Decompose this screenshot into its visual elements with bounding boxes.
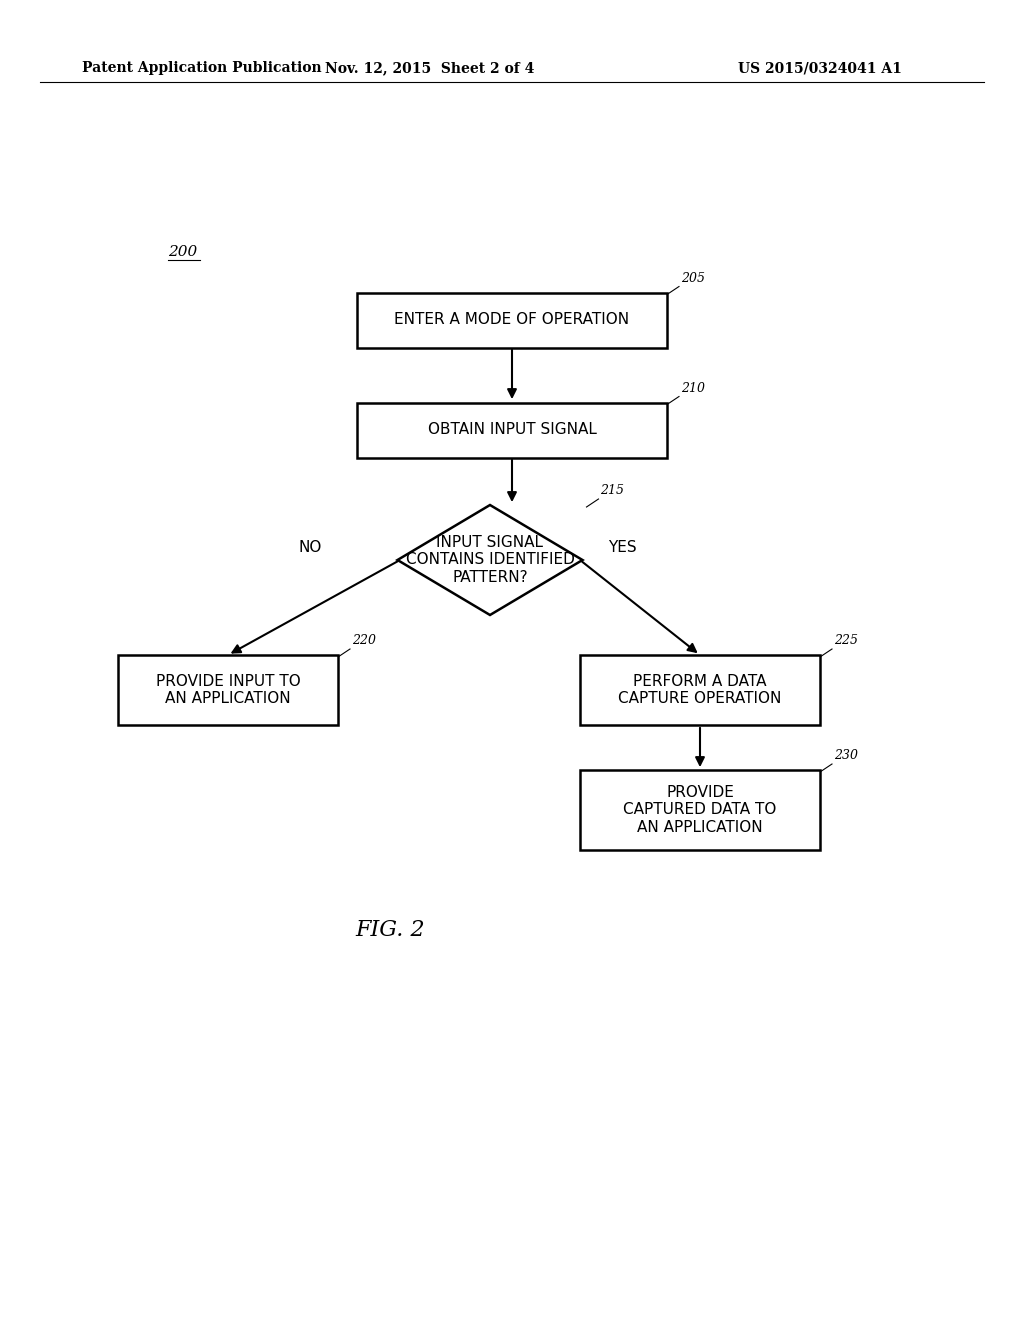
Text: PROVIDE INPUT TO
AN APPLICATION: PROVIDE INPUT TO AN APPLICATION — [156, 673, 300, 706]
Text: 220: 220 — [352, 634, 376, 647]
Text: 215: 215 — [600, 484, 625, 498]
Text: OBTAIN INPUT SIGNAL: OBTAIN INPUT SIGNAL — [428, 422, 596, 437]
Bar — [580, 770, 820, 850]
Text: Nov. 12, 2015  Sheet 2 of 4: Nov. 12, 2015 Sheet 2 of 4 — [326, 61, 535, 75]
Text: Patent Application Publication: Patent Application Publication — [82, 61, 322, 75]
Text: 230: 230 — [834, 748, 858, 762]
Text: 210: 210 — [681, 381, 705, 395]
Text: INPUT SIGNAL
CONTAINS IDENTIFIED
PATTERN?: INPUT SIGNAL CONTAINS IDENTIFIED PATTERN… — [406, 535, 574, 585]
Text: PROVIDE
CAPTURED DATA TO
AN APPLICATION: PROVIDE CAPTURED DATA TO AN APPLICATION — [624, 785, 776, 836]
Bar — [357, 403, 667, 458]
Bar — [580, 655, 820, 725]
Bar — [357, 293, 667, 347]
Text: YES: YES — [607, 540, 636, 556]
Text: 225: 225 — [834, 634, 858, 647]
Text: FIG. 2: FIG. 2 — [355, 919, 425, 941]
Polygon shape — [397, 506, 583, 615]
Text: US 2015/0324041 A1: US 2015/0324041 A1 — [738, 61, 902, 75]
Text: 205: 205 — [681, 272, 705, 285]
Text: 200: 200 — [168, 246, 198, 259]
Text: ENTER A MODE OF OPERATION: ENTER A MODE OF OPERATION — [394, 313, 630, 327]
Text: NO: NO — [298, 540, 322, 556]
Bar — [118, 655, 338, 725]
Text: PERFORM A DATA
CAPTURE OPERATION: PERFORM A DATA CAPTURE OPERATION — [618, 673, 781, 706]
